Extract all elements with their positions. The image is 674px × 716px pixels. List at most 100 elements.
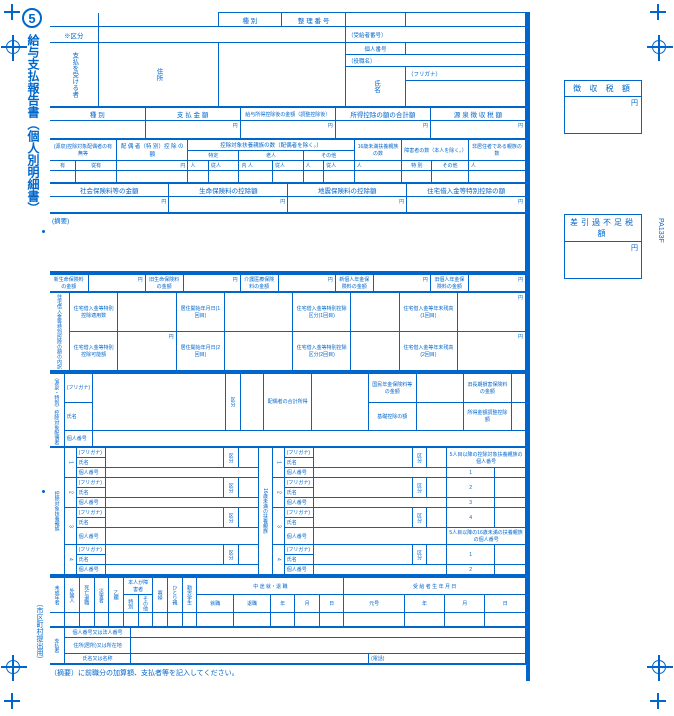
- label: 支払を受ける者: [71, 52, 78, 98]
- label: 支 払 金 額: [177, 112, 208, 119]
- label: 生命保険料の控除額: [199, 188, 258, 195]
- form-number-circle: 5: [22, 8, 42, 28]
- label: 個人番号: [79, 500, 99, 506]
- label: 区分: [416, 483, 422, 493]
- label: 個人番号: [67, 436, 87, 442]
- dot: [42, 490, 45, 493]
- label: 給与所得控除後の金額（調整控除後）: [245, 112, 330, 118]
- label: 個人番号: [79, 470, 99, 476]
- label: 年: [280, 601, 285, 607]
- label: 配偶者の合計所得: [268, 399, 308, 405]
- label: 区分: [416, 550, 422, 560]
- label: 住宅借入金等特別控除区分(1回目): [297, 306, 347, 319]
- label: 居住開始年月日(2回目): [181, 345, 220, 358]
- label: 本人が障害者: [128, 580, 148, 593]
- label: 氏名: [373, 80, 380, 93]
- label: ※区分: [64, 33, 84, 40]
- bottom-flags-table: 未成年者 外国人 死亡退職 災害者 乙欄 本人が障害者 寡婦 ひとり親 勤労学生…: [50, 575, 526, 627]
- label: 氏名又は名称: [83, 656, 113, 662]
- label: 新個人年金保険料の金額: [339, 277, 369, 290]
- label: 種 別: [242, 18, 257, 25]
- label: 老人: [266, 153, 276, 159]
- label: 障害者の数（本人を除く。）: [404, 148, 467, 154]
- label: 氏名: [287, 490, 297, 496]
- label: （源泉・特別）控除対象配偶者: [53, 375, 59, 445]
- label: 月: [305, 601, 310, 607]
- tax-diff-box: 差引過不足税額 円: [564, 214, 642, 279]
- label: (源泉)控除対象配偶者の有無等: [54, 144, 112, 157]
- label: 区分: [228, 513, 234, 523]
- label: 区分: [228, 550, 234, 560]
- label: 国民年金保険料等の金額: [372, 382, 412, 395]
- label: 特別: [127, 599, 133, 609]
- label: 個人番号: [287, 500, 307, 506]
- label: 勤労学生: [186, 585, 192, 605]
- label: 月: [462, 601, 467, 607]
- label: 住宅借入金等年末残高(2回目): [403, 345, 453, 358]
- label: 日: [503, 601, 508, 607]
- label: 氏名: [67, 414, 77, 420]
- label: ひとり親: [171, 585, 177, 605]
- label: 基礎控除の額: [377, 414, 407, 420]
- label: 外国人: [69, 588, 75, 603]
- label: (フリガナ): [287, 547, 310, 553]
- label: 住宅借入金等年末残高(1回目): [403, 306, 453, 319]
- label: 氏名: [287, 557, 297, 563]
- label: (電話): [371, 656, 384, 662]
- label: 氏名: [287, 460, 297, 466]
- label: 住宅借入金等特別控除適用数: [74, 306, 114, 319]
- label: （役職名）: [348, 59, 376, 65]
- label: 住宅借入金等特別控除の額: [427, 188, 505, 195]
- label: 区分: [228, 483, 234, 493]
- label: 氏名: [79, 460, 89, 466]
- label: 従有: [91, 163, 101, 169]
- page-code: PA133F: [657, 218, 664, 243]
- label: 差引過不足税額: [565, 215, 641, 242]
- label: (摘要): [52, 218, 69, 225]
- label: (フリガナ): [79, 480, 102, 486]
- label: 5人目以降の16歳未満の扶養親族の個人番号: [449, 530, 522, 543]
- label: 就職: [210, 601, 220, 607]
- label: 住所(居所)又は所在地: [73, 643, 121, 649]
- label: 氏名: [287, 520, 297, 526]
- label: 住宅借入金等特別控除区分(2回目): [297, 345, 347, 358]
- label: 支払者: [53, 638, 59, 653]
- label: (フリガナ): [79, 450, 102, 456]
- label: 住所: [155, 68, 162, 81]
- label: 控除対象扶養親族: [54, 491, 60, 531]
- label: 旧生命保険料の金額: [149, 277, 179, 290]
- label: 中 途 就・退 職: [253, 584, 287, 590]
- label: 所得控除の額の合計額: [350, 112, 415, 119]
- label: 所得金額調整控除額: [467, 410, 507, 423]
- label: 旧長期損害保険料の金額: [467, 382, 507, 395]
- label: 個人番号又は法人番号: [73, 630, 123, 636]
- label: 特定: [208, 153, 218, 159]
- label: その他: [321, 153, 336, 159]
- form-title: 給与支払報告書（個人別明細書）: [24, 34, 42, 214]
- footnote: （摘要）に前職分の加算額、支払者等を記入してください。: [50, 664, 526, 681]
- dot: [42, 230, 45, 233]
- label: 個人番号: [79, 534, 99, 540]
- label: 災害者: [98, 588, 104, 603]
- label: 未成年者: [54, 585, 60, 605]
- crop-mark: [6, 40, 20, 54]
- label: 日: [329, 601, 334, 607]
- label: 退職: [247, 601, 257, 607]
- dependents-list-table: 控除対象扶養親族 1 (フリガナ) 区分 16歳未満の扶養親族 1 (フリガナ)…: [50, 447, 526, 575]
- label: その他: [443, 163, 458, 169]
- crop-mark: [652, 40, 666, 54]
- label: 旧個人年金保険料の金額: [434, 277, 464, 290]
- value: 円: [565, 242, 641, 278]
- label: 5人目以降の控除対象扶養親族の個人番号: [450, 452, 523, 465]
- label: 個人番号: [287, 470, 307, 476]
- label: 介護医療保険料の金額: [244, 277, 274, 290]
- label: (フリガナ): [287, 510, 310, 516]
- label: 源 泉 徴 収 税 額: [454, 112, 502, 119]
- spouse-table: （源泉・特別）控除対象配偶者 (フリガナ) 区分 配偶者の合計所得 国民年金保険…: [50, 371, 526, 447]
- label: 徴 収 税 額: [565, 81, 641, 97]
- tax-collected-box: 徴 収 税 額 円: [564, 80, 642, 134]
- dependents-count-table: (源泉)控除対象配偶者の有無等 配 偶 者（特 別）控 除 の 額 控除対象扶養…: [50, 139, 526, 183]
- label: 氏名: [79, 557, 89, 563]
- label: 乙欄: [113, 590, 119, 600]
- label: 社会保険料等の金額: [80, 188, 139, 195]
